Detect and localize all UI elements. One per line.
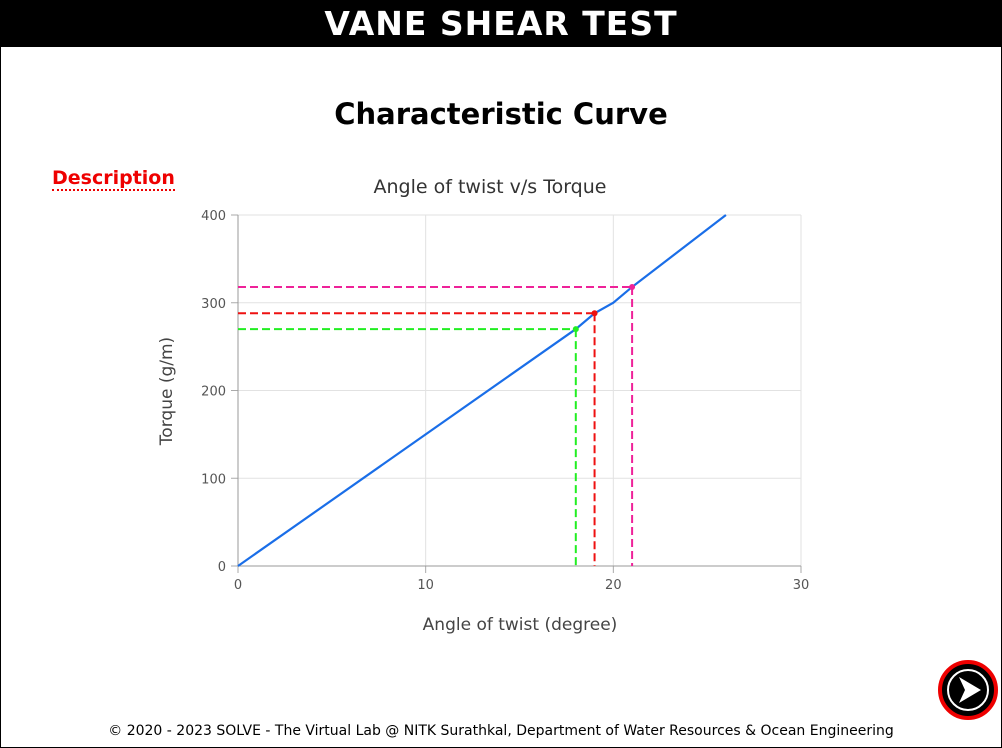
y-tick-label: 100	[201, 472, 226, 487]
x-tick-label: 10	[417, 578, 434, 593]
heading: Characteristic Curve	[334, 97, 668, 131]
y-tick-label: 0	[218, 560, 226, 575]
x-tick-label: 0	[234, 578, 242, 593]
y-tick-label: 300	[201, 297, 226, 312]
x-axis-label: Angle of twist (degree)	[423, 615, 618, 635]
data-line	[237, 214, 727, 567]
chart-title: Angle of twist v/s Torque	[374, 176, 607, 198]
y-axis-label: Torque (g/m)	[157, 337, 177, 446]
marker-point	[591, 310, 598, 317]
next-button[interactable]	[937, 659, 999, 721]
footer: © 2020 - 2023 SOLVE - The Virtual Lab @ …	[108, 723, 894, 739]
y-tick-label: 200	[201, 385, 226, 400]
header-title: VANE SHEAR TEST	[1, 1, 1001, 47]
x-tick-label: 30	[793, 578, 810, 593]
x-tick-label: 20	[605, 578, 622, 593]
chart: Angle of twist v/s Torque Angle of twist…	[157, 176, 810, 635]
marker-point	[629, 283, 636, 290]
y-tick-label: 400	[201, 209, 226, 224]
marker-point	[572, 326, 579, 333]
description-link[interactable]: Description	[52, 167, 175, 191]
